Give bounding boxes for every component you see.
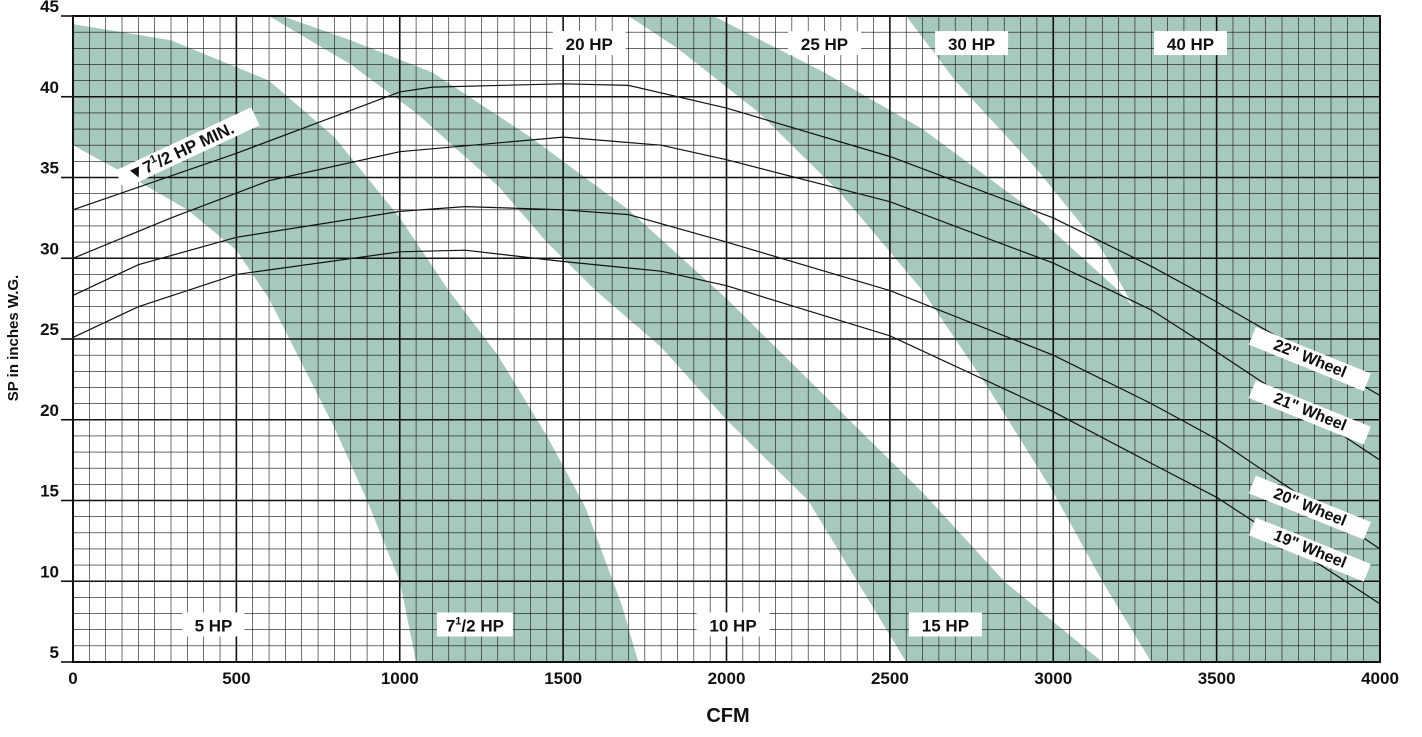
y-tick-label: 20 xyxy=(40,401,59,420)
hp-label-bg xyxy=(935,31,1009,56)
hp-label-bg xyxy=(908,612,982,637)
x-tick-label: 0 xyxy=(68,669,77,688)
hp-label-bg xyxy=(1153,31,1227,56)
x-tick-label: 2500 xyxy=(871,669,909,688)
x-tick-label: 4000 xyxy=(1361,669,1399,688)
hp-label-bg xyxy=(552,31,626,56)
x-tick-label: 2000 xyxy=(708,669,746,688)
wheel-label-bg xyxy=(1248,475,1371,540)
wheel-label-bg xyxy=(1248,517,1371,582)
grid-lines xyxy=(61,15,1381,663)
hp-label: 10 HP xyxy=(709,616,756,635)
hp-band-0 xyxy=(73,24,639,662)
wheel-curve-0 xyxy=(72,83,1381,397)
y-tick-label: 40 xyxy=(40,78,59,97)
hp-label: 25 HP xyxy=(801,35,848,54)
wheel-curve-1 xyxy=(72,136,1381,461)
y-tick-label: 10 xyxy=(40,562,59,581)
x-tick-label: 3500 xyxy=(1198,669,1236,688)
hp-label-bg xyxy=(788,31,862,56)
hp-label: 20 HP xyxy=(566,35,613,54)
wheel-curve-2 xyxy=(72,205,1381,550)
hp-label: 30 HP xyxy=(948,35,995,54)
hp-label-bg xyxy=(436,612,513,637)
x-tick-label: 3000 xyxy=(1034,669,1072,688)
y-tick-label: 30 xyxy=(40,239,59,258)
wheel-label-bg xyxy=(1248,327,1371,392)
x-axis-label: CFM xyxy=(706,705,749,727)
hp-label-bg xyxy=(182,612,245,637)
min-hp-label-bg xyxy=(115,107,260,189)
x-tick-label: 1000 xyxy=(381,669,419,688)
y-tick-label: 15 xyxy=(40,482,59,501)
wheel-label-bg xyxy=(1248,380,1371,445)
hp-label: 40 HP xyxy=(1167,35,1214,54)
hp-label: 71/2 HP xyxy=(446,615,504,635)
wheel-curve-3 xyxy=(72,249,1381,605)
y-axis-label: SP in inches W.G. xyxy=(5,275,22,401)
x-tick-label: 1500 xyxy=(544,669,582,688)
wheel-curves xyxy=(72,83,1381,605)
x-tick-label: 500 xyxy=(222,669,250,688)
hp-label: 15 HP xyxy=(922,616,969,635)
plot-frame xyxy=(72,15,1381,663)
y-tick-label: 35 xyxy=(40,159,59,178)
tick-labels: 0 500 1000 1500 2000 2500 3000 3500 4000 5 10 15 20 2… xyxy=(40,0,1399,688)
hp-label: 5 HP xyxy=(195,616,233,635)
hp-label-bg xyxy=(696,612,770,637)
y-tick-label: 5 xyxy=(50,643,59,662)
y-tick-label: 25 xyxy=(40,320,59,339)
y-tick-label: 45 xyxy=(40,0,59,16)
